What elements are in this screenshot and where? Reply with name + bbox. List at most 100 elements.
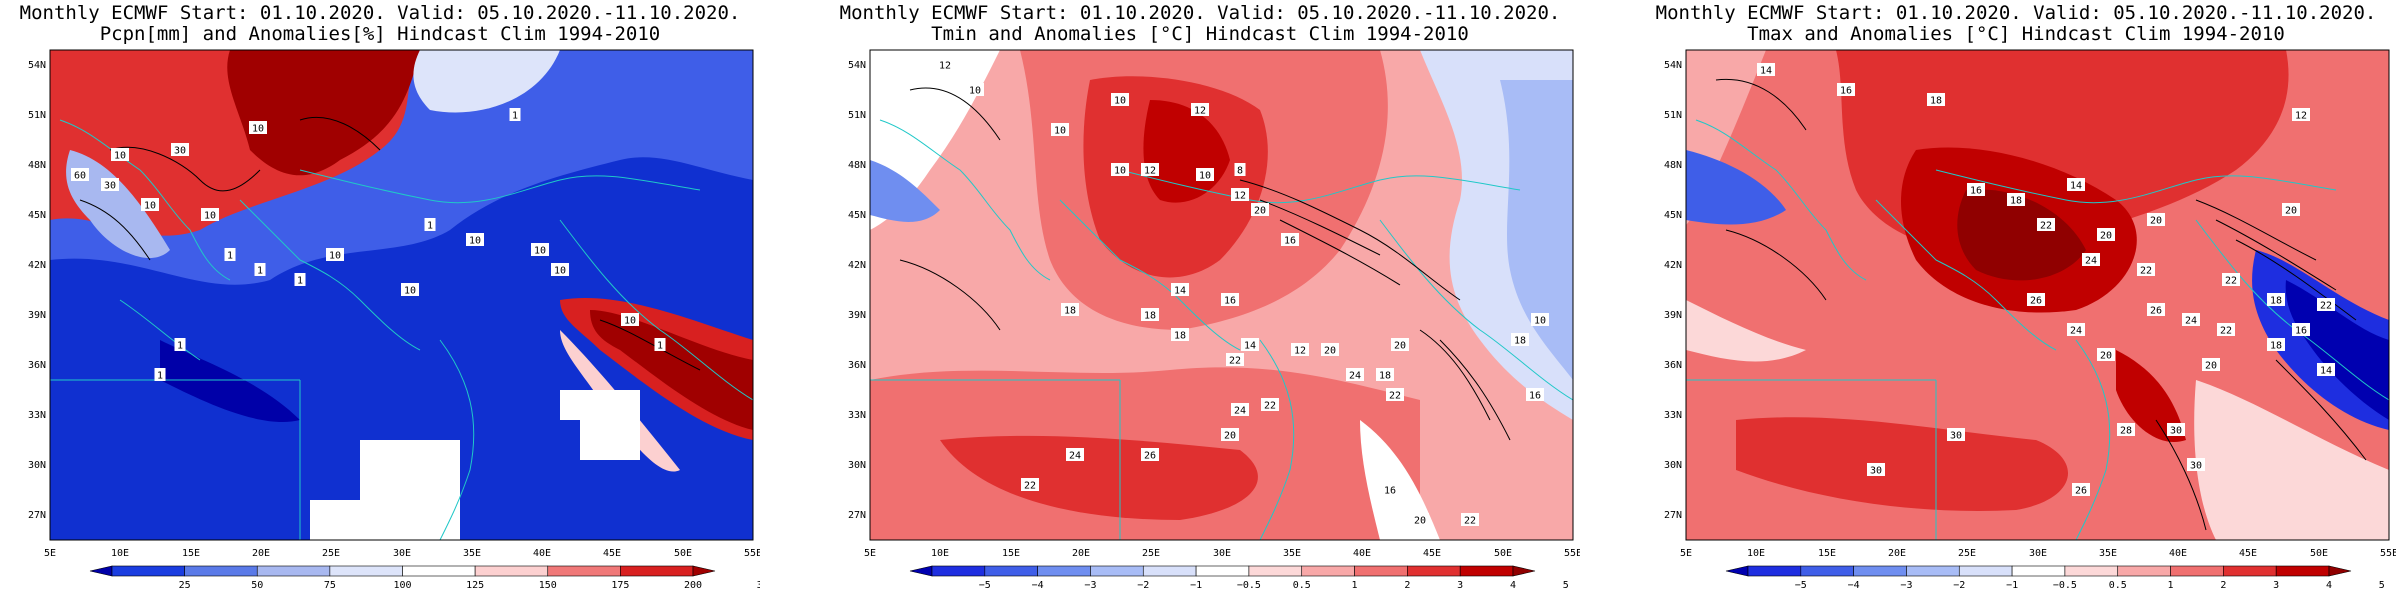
contour-label-box xyxy=(249,121,267,134)
panel-title-line2: Tmin and Anomalies [°C] Hindcast Clim 19… xyxy=(931,23,1469,45)
contour-label: 20 xyxy=(1394,341,1406,352)
colorbar-tick-label: 4 xyxy=(1510,580,1516,591)
svg-text:36N: 36N xyxy=(28,360,46,371)
svg-text:35E: 35E xyxy=(463,548,481,559)
contour-label-box xyxy=(1171,283,1189,296)
contour-label-box xyxy=(1226,353,1244,366)
contour-label-box xyxy=(936,58,954,71)
contour-label: 16 xyxy=(1529,391,1541,402)
colorbar-cell xyxy=(547,565,621,577)
contour-label: 10 xyxy=(114,151,126,162)
colorbar-cell xyxy=(2170,565,2224,577)
colorbar-high-arrow xyxy=(692,565,716,577)
svg-text:5E: 5E xyxy=(44,548,56,559)
svg-text:45E: 45E xyxy=(1423,548,1441,559)
colorbar-cell xyxy=(1301,565,1355,577)
contour-label: 1 xyxy=(227,251,233,262)
svg-text:54N: 54N xyxy=(28,60,46,71)
contour-label: 20 xyxy=(1324,346,1336,357)
svg-text:15E: 15E xyxy=(182,548,200,559)
svg-text:45N: 45N xyxy=(848,210,866,221)
svg-text:30N: 30N xyxy=(848,460,866,471)
svg-text:50E: 50E xyxy=(674,548,692,559)
colorbar-tick-label: −5 xyxy=(979,580,991,591)
contour-label-box xyxy=(101,178,119,191)
colorbar: −5 −4 −3 −2 −1 −0.5 0.5 1 2 3 4 5 xyxy=(909,565,1569,591)
contour-label-box xyxy=(1234,163,1246,176)
svg-text:35E: 35E xyxy=(2099,548,2117,559)
contour-label: 26 xyxy=(2150,306,2162,317)
colorbar-cell xyxy=(256,565,331,577)
contour-label-box xyxy=(2147,303,2165,316)
contour-label: 10 xyxy=(1534,316,1546,327)
panel-precipitation: Monthly ECMWF Start: 01.10.2020. Valid: … xyxy=(0,0,760,600)
contour-label: 24 xyxy=(1069,451,1081,462)
colorbar-cell xyxy=(1906,565,1960,577)
panel-tmax: Monthly ECMWF Start: 01.10.2020. Valid: … xyxy=(1636,0,2396,600)
contour-label-box xyxy=(2182,313,2200,326)
contour-label: 24 xyxy=(2085,256,2097,267)
colorbar-tick-label: −4 xyxy=(1032,580,1044,591)
svg-text:48N: 48N xyxy=(848,160,866,171)
svg-text:20E: 20E xyxy=(1072,548,1090,559)
svg-text:42N: 42N xyxy=(1664,260,1682,271)
contour-label: 22 xyxy=(1229,356,1241,367)
contour-label-box xyxy=(326,248,344,261)
svg-text:55E: 55E xyxy=(1564,548,1580,559)
svg-text:40E: 40E xyxy=(1353,548,1371,559)
panel-title-line2: Pcpn[mm] and Anomalies[%] Hindcast Clim … xyxy=(99,23,661,45)
contour-label: 10 xyxy=(534,246,546,257)
contour-label: 22 xyxy=(1024,481,1036,492)
svg-text:10E: 10E xyxy=(1747,548,1765,559)
contour-label-box xyxy=(621,313,639,326)
svg-text:39N: 39N xyxy=(848,310,866,321)
svg-text:51N: 51N xyxy=(848,110,866,121)
svg-text:45N: 45N xyxy=(28,210,46,221)
contour-label-box xyxy=(1051,123,1069,136)
colorbar-low-arrow xyxy=(1725,565,1749,577)
contour-label: 22 xyxy=(1464,516,1476,527)
contour-label-box xyxy=(1281,233,1299,246)
contour-label-box xyxy=(2292,323,2310,336)
contour-label-box xyxy=(1511,333,1529,346)
svg-text:51N: 51N xyxy=(1664,110,1682,121)
colorbar-cell xyxy=(1407,565,1461,577)
svg-text:10E: 10E xyxy=(111,548,129,559)
colorbar-cell xyxy=(931,565,986,577)
contour-label-box xyxy=(2097,348,2115,361)
svg-text:51N: 51N xyxy=(28,110,46,121)
contour-label-box xyxy=(1191,103,1209,116)
svg-text:27N: 27N xyxy=(848,510,866,521)
contour-label: 60 xyxy=(74,171,86,182)
colorbar-tick-label: 4 xyxy=(2326,580,2332,591)
colorbar-cell xyxy=(2011,565,2066,577)
contour-label-box xyxy=(966,83,984,96)
svg-text:27N: 27N xyxy=(1664,510,1682,521)
contour-label-box xyxy=(1321,343,1339,356)
svg-text:35E: 35E xyxy=(1283,548,1301,559)
colorbar-cell xyxy=(2117,565,2171,577)
svg-text:33N: 33N xyxy=(1664,410,1682,421)
contour-label: 16 xyxy=(1284,236,1296,247)
contour-label-box xyxy=(174,338,186,351)
contour-label-box xyxy=(1231,403,1249,416)
contour-label: 20 xyxy=(2150,216,2162,227)
colorbar-tick-label: 300 xyxy=(757,580,760,591)
precipitation-map: 54N 51N 48N 45N 42N 39N 36N 33N 30N 27N … xyxy=(28,49,760,591)
colorbar-tick-label: 150 xyxy=(539,580,557,591)
contour-label-box xyxy=(2072,483,2090,496)
colorbar-tick-label: −0.5 xyxy=(2053,580,2077,591)
colorbar-cell xyxy=(1090,565,1144,577)
contour-label: 20 xyxy=(1414,516,1426,527)
contour-label: 30 xyxy=(1870,466,1882,477)
contour-label: 24 xyxy=(1234,406,1246,417)
contour-label: 22 xyxy=(2320,301,2332,312)
colorbar-low-arrow xyxy=(89,565,113,577)
contour-label-box xyxy=(1111,93,1129,106)
colorbar-tick-label: 5 xyxy=(1563,580,1569,591)
contour-label: 12 xyxy=(1234,191,1246,202)
contour-label: 22 xyxy=(2220,326,2232,337)
tmin-map: 54N 51N 48N 45N 42N 39N 36N 33N 30N 27N … xyxy=(848,49,1580,591)
contour-label: 12 xyxy=(2295,111,2307,122)
contour-label-box xyxy=(401,283,419,296)
